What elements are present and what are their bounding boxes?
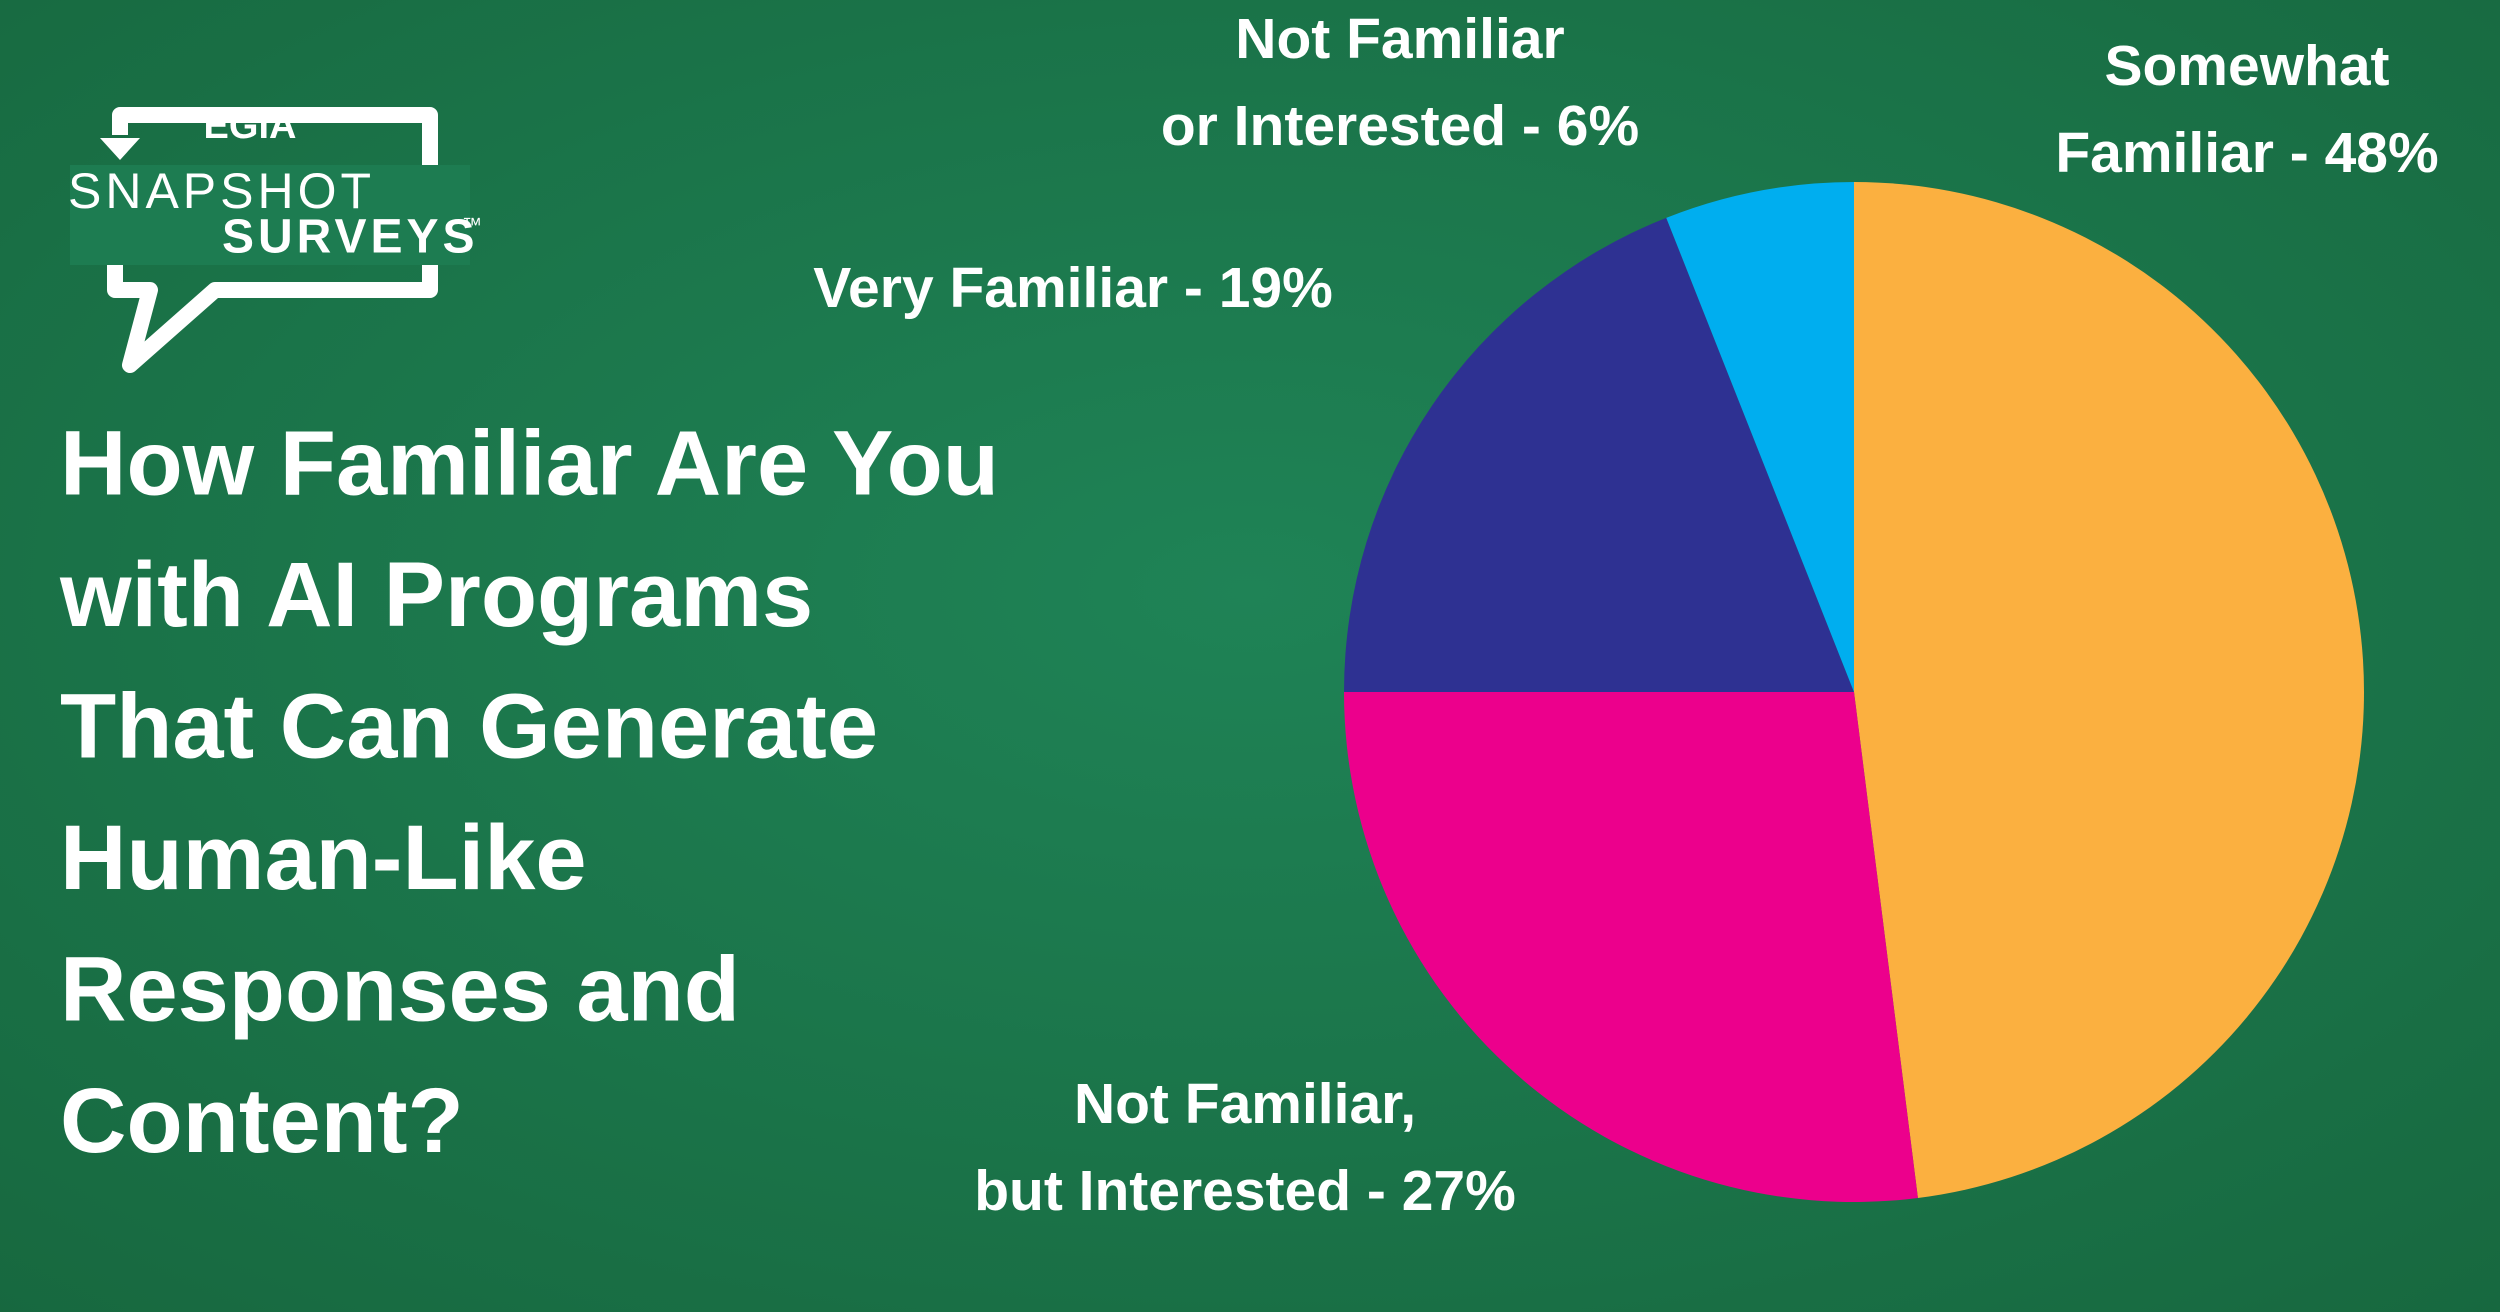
data-label: Not Familiar (1235, 7, 1564, 71)
chart-title: Responses and (60, 938, 740, 1040)
logo-arrow (100, 138, 140, 160)
chart-title: with AI Programs (59, 544, 813, 646)
data-label: Very Familiar - 19% (813, 256, 1333, 320)
data-label: Familiar - 48% (2055, 121, 2438, 185)
logo-line2: SURVEYS (222, 211, 479, 264)
logo-trademark: ™ (462, 214, 482, 236)
chart-title: Content? (60, 1070, 464, 1172)
logo-line1: SNAPSHOT (68, 163, 375, 219)
chart-title: That Can Generate (60, 675, 878, 777)
chart-title: How Familiar Are You (60, 412, 999, 514)
data-label: Somewhat (2104, 34, 2389, 98)
logo-band (70, 165, 470, 265)
data-label: or Interested - 6% (1161, 94, 1639, 158)
pie-slice (1666, 182, 1854, 692)
data-label: but Interested - 27% (974, 1159, 1516, 1223)
pie-slice (1344, 217, 1854, 692)
pie-slice (1854, 182, 2365, 1198)
logo: EGIA SNAPSHOT SURVEYS ™ (68, 105, 482, 373)
pie-slice (1344, 692, 1918, 1202)
logo-brand: EGIA (204, 105, 297, 147)
chart-title: Human-Like (60, 807, 587, 909)
data-label: Not Familiar, (1074, 1072, 1416, 1136)
logo-bubble (107, 107, 438, 373)
